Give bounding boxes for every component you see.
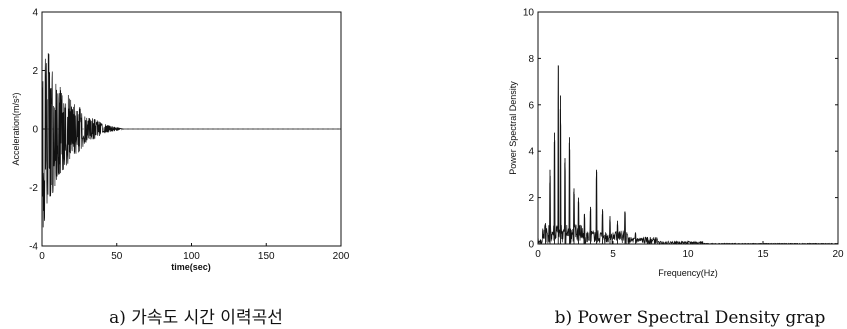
chart-a-y-tick-label: 4: [32, 8, 38, 19]
chart-b-peaks: [545, 65, 648, 244]
chart-b-x-tick-label: 20: [832, 249, 844, 260]
chart-a-y-tick-label: -4: [29, 242, 38, 253]
chart-b-frame: [537, 11, 839, 245]
chart-a-x-tick-label: 100: [183, 251, 200, 262]
chart-a-y-axis-label: Acceleration(m/s²): [11, 92, 21, 165]
chart-a-caption: a) 가속도 시간 이력곡선: [109, 308, 283, 328]
chart-a-y-ticks: 4 2 0 -2 -4: [29, 8, 45, 253]
chart-b-y-tick-label: 2: [528, 193, 534, 204]
chart-a-acceleration-trace: [41, 29, 341, 228]
chart-a-y-tick-label: -2: [29, 183, 38, 194]
chart-b-y-tick-label: 10: [523, 8, 535, 19]
chart-b-x-tick-label: 15: [757, 249, 769, 260]
chart-a-x-tick-label: 200: [333, 251, 350, 262]
chart-b-y-axis-label: Power Spectral Density: [508, 81, 518, 175]
chart-b-y-tick-label: 8: [528, 54, 534, 65]
chart-b-x-tick-label: 5: [610, 249, 616, 260]
chart-b-y-tick-label: 0: [528, 240, 534, 251]
chart-b-x-axis-label: Frequency(Hz): [658, 268, 718, 278]
chart-b-y-ticks: 10 8 6 4 2 0: [523, 8, 838, 251]
chart-a-x-tick-label: 50: [111, 251, 123, 262]
chart-b-x-tick-label: 10: [682, 249, 694, 260]
chart-b-x-ticks: 0 5 10 15 20: [535, 241, 844, 260]
chart-a-y-tick-label: 0: [32, 125, 38, 136]
chart-a-y-tick-label: 2: [32, 66, 38, 77]
chart-a-acceleration: 0 50 100 150 200 4 2 0 -2 -4 time(sec) Accelerat…: [11, 8, 350, 329]
chart-a-x-axis-label: time(sec): [171, 262, 211, 272]
chart-b-x-tick-label: 0: [535, 249, 541, 260]
chart-a-x-tick-label: 0: [39, 251, 45, 262]
chart-a-x-tick-label: 150: [258, 251, 275, 262]
chart-b-caption: b) Power Spectral Density grap: [555, 308, 826, 328]
chart-b-y-tick-label: 6: [528, 100, 534, 111]
chart-b-y-tick-label: 4: [528, 147, 534, 158]
chart-a-x-ticks: 0 50 100 150 200: [39, 243, 350, 262]
chart-b-psd-trace: [537, 65, 839, 246]
